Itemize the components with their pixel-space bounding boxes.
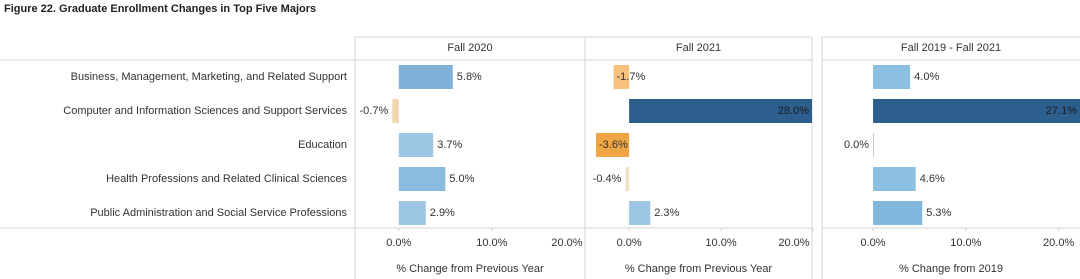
bar	[398, 133, 434, 157]
x-tick-label: 0.0%	[617, 237, 642, 249]
x-tick-label: 20.0%	[551, 237, 582, 249]
bar	[629, 201, 651, 225]
bars	[873, 65, 1080, 225]
chart-title: Figure 22. Graduate Enrollment Changes i…	[4, 3, 316, 15]
x-tick-label: 10.0%	[705, 237, 736, 249]
value-label: 28.0%	[778, 105, 809, 117]
value-label: 5.8%	[457, 71, 482, 83]
value-label: 2.3%	[654, 207, 679, 219]
panel-title: Fall 2021	[676, 42, 721, 54]
bar	[613, 65, 630, 89]
bar	[596, 133, 630, 157]
bar	[392, 99, 399, 123]
value-label: -0.7%	[359, 105, 388, 117]
value-label: -0.4%	[593, 173, 622, 185]
category-label: Computer and Information Sciences and Su…	[63, 105, 347, 117]
x-axis-label: % Change from 2019	[899, 263, 1003, 275]
category-label: Public Administration and Social Service…	[90, 207, 347, 219]
value-label: 0.0%	[844, 139, 869, 151]
panel-title: Fall 2019 - Fall 2021	[901, 42, 1001, 54]
bar	[873, 99, 1080, 123]
x-axis-label: % Change from Previous Year	[396, 263, 544, 275]
x-tick-label: 0.0%	[386, 237, 411, 249]
value-label: 4.6%	[920, 173, 945, 185]
bar	[398, 201, 426, 225]
bar	[629, 99, 812, 123]
panel-title: Fall 2020	[447, 42, 492, 54]
bar	[873, 133, 875, 157]
bar	[625, 167, 630, 191]
bars	[596, 65, 812, 225]
bar	[873, 167, 916, 191]
bar	[398, 65, 453, 89]
value-label: -3.6%	[599, 139, 628, 151]
value-label: 5.3%	[926, 207, 951, 219]
value-label: 27.1%	[1046, 105, 1077, 117]
category-label: Health Professions and Related Clinical …	[106, 173, 347, 185]
category-label: Education	[298, 139, 347, 151]
bar	[873, 201, 923, 225]
value-label: 2.9%	[430, 207, 455, 219]
x-tick-label: 10.0%	[950, 237, 981, 249]
x-axis-label: % Change from Previous Year	[625, 263, 773, 275]
value-label: 4.0%	[914, 71, 939, 83]
value-label: -1.7%	[616, 71, 645, 83]
x-tick-label: 20.0%	[778, 237, 809, 249]
bar	[398, 167, 446, 191]
x-tick-label: 0.0%	[861, 237, 886, 249]
x-tick-label: 20.0%	[1043, 237, 1074, 249]
value-label: 5.0%	[449, 173, 474, 185]
value-label: 3.7%	[437, 139, 462, 151]
bar	[873, 65, 911, 89]
bars	[392, 65, 453, 225]
category-label: Business, Management, Marketing, and Rel…	[71, 71, 347, 83]
x-tick-label: 10.0%	[476, 237, 507, 249]
